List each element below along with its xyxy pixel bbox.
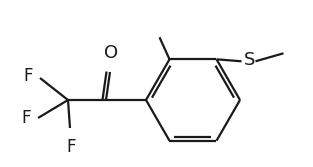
Text: F: F	[66, 138, 76, 156]
Text: S: S	[244, 51, 255, 69]
Text: F: F	[23, 67, 33, 85]
Text: F: F	[22, 109, 31, 127]
Text: O: O	[104, 44, 118, 62]
